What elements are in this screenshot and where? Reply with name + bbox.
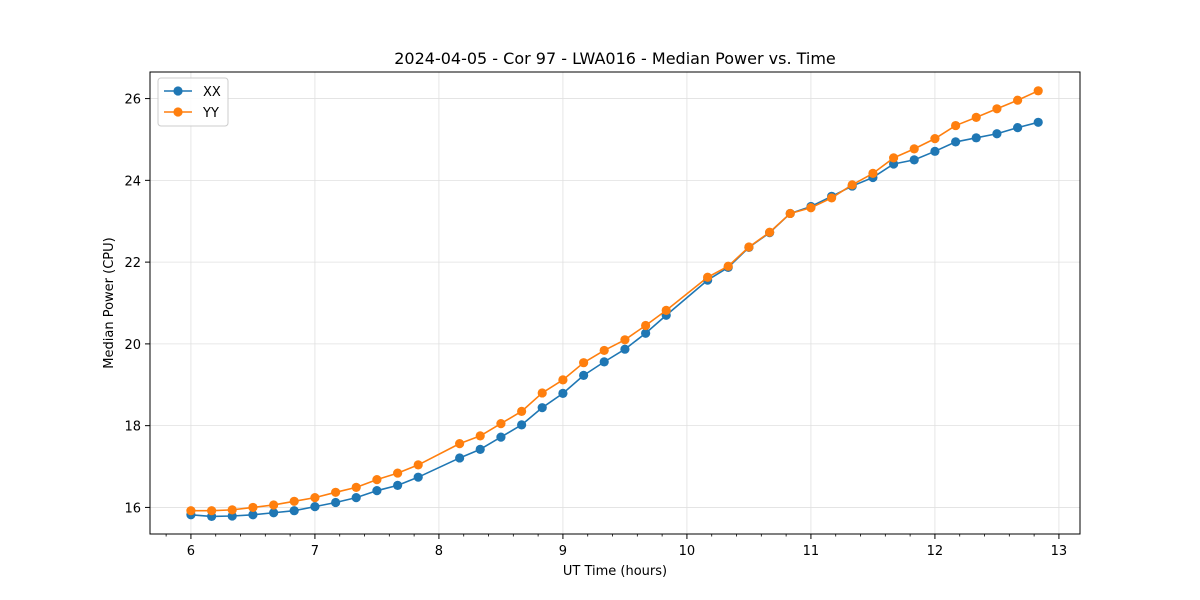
data-point-xx bbox=[537, 403, 547, 413]
data-point-xx bbox=[1033, 117, 1043, 127]
data-point-xx bbox=[351, 493, 361, 503]
data-point-yy bbox=[951, 120, 961, 131]
data-point-yy bbox=[558, 375, 568, 385]
data-point-yy bbox=[827, 193, 837, 203]
data-point-xx bbox=[248, 510, 258, 520]
x-tick-label: 8 bbox=[435, 544, 443, 559]
data-point-yy bbox=[207, 506, 217, 516]
series-line-xx bbox=[190, 121, 1039, 518]
data-point-yy bbox=[1033, 86, 1043, 96]
data-point-yy bbox=[475, 431, 485, 441]
data-point-xx bbox=[992, 129, 1002, 139]
data-point-xx bbox=[310, 502, 320, 512]
data-point-xx bbox=[393, 480, 403, 490]
x-tick-label: 10 bbox=[679, 544, 696, 559]
data-point-yy bbox=[723, 261, 733, 271]
x-tick-label: 13 bbox=[1051, 544, 1068, 559]
data-point-yy bbox=[310, 493, 320, 503]
axis-ticks: 6 7 8 9 10 11 12 13 16 18 20 22 24 26 bbox=[124, 93, 1067, 559]
data-point-yy bbox=[289, 496, 299, 506]
x-axis-label: UT Time (hours) bbox=[563, 564, 667, 579]
data-point-yy bbox=[186, 506, 196, 516]
data-point-yy bbox=[248, 502, 258, 513]
data-point-xx bbox=[620, 344, 630, 354]
x-tick-label: 9 bbox=[559, 544, 567, 559]
data-point-yy bbox=[806, 203, 816, 213]
x-tick-label: 6 bbox=[187, 544, 195, 559]
data-point-yy bbox=[269, 500, 279, 510]
data-point-xx bbox=[641, 328, 651, 338]
legend-label-xx: XX bbox=[203, 85, 221, 100]
data-point-yy bbox=[971, 112, 981, 122]
data-point-xx bbox=[372, 486, 382, 496]
data-point-xx bbox=[930, 146, 940, 156]
data-point-yy bbox=[496, 419, 506, 429]
data-point-yy bbox=[579, 358, 589, 368]
legend-marker-xx bbox=[173, 86, 183, 96]
x-tick-label: 12 bbox=[927, 544, 944, 559]
data-point-xx bbox=[413, 472, 423, 482]
data-point-yy bbox=[455, 439, 465, 449]
data-point-yy bbox=[599, 345, 609, 356]
data-point-yy bbox=[227, 505, 237, 515]
data-point-yy bbox=[765, 227, 775, 237]
data-point-yy bbox=[641, 320, 651, 331]
y-axis-label: Median Power (CPU) bbox=[102, 237, 117, 368]
data-point-yy bbox=[909, 144, 919, 154]
data-point-yy bbox=[331, 487, 341, 497]
series-group bbox=[186, 86, 1043, 522]
data-point-xx bbox=[517, 420, 527, 430]
data-point-yy bbox=[372, 475, 382, 485]
data-point-yy bbox=[1013, 95, 1023, 105]
data-point-yy bbox=[661, 305, 671, 315]
data-point-yy bbox=[889, 153, 899, 163]
legend-label-yy: YY bbox=[202, 106, 219, 121]
data-point-yy bbox=[537, 388, 547, 398]
data-point-yy bbox=[393, 468, 403, 478]
series-yy bbox=[186, 86, 1043, 516]
data-point-xx bbox=[269, 508, 279, 518]
data-point-yy bbox=[868, 168, 878, 178]
data-point-yy bbox=[413, 460, 423, 470]
data-point-xx bbox=[455, 453, 465, 463]
data-point-xx bbox=[496, 432, 506, 442]
legend-marker-yy bbox=[173, 107, 183, 117]
data-point-xx bbox=[331, 497, 341, 508]
data-point-yy bbox=[351, 482, 361, 492]
data-point-xx bbox=[1013, 123, 1023, 133]
data-point-yy bbox=[930, 134, 940, 144]
data-point-xx bbox=[289, 506, 299, 516]
data-point-xx bbox=[475, 444, 485, 454]
data-point-xx bbox=[909, 155, 919, 165]
y-tick-label: 20 bbox=[124, 338, 141, 353]
data-point-xx bbox=[558, 388, 568, 398]
x-tick-label: 7 bbox=[311, 544, 319, 559]
grid bbox=[150, 72, 1080, 534]
data-point-yy bbox=[847, 180, 857, 190]
data-point-xx bbox=[599, 357, 609, 367]
data-point-yy bbox=[620, 335, 630, 345]
series-line-yy bbox=[190, 90, 1039, 512]
plot-frame bbox=[149, 71, 1081, 535]
y-tick-label: 18 bbox=[124, 420, 141, 435]
x-tick-label: 11 bbox=[803, 544, 820, 559]
data-point-yy bbox=[517, 406, 527, 416]
data-point-xx bbox=[579, 370, 589, 380]
data-point-yy bbox=[703, 272, 713, 282]
data-point-yy bbox=[785, 208, 795, 219]
y-tick-label: 22 bbox=[124, 256, 141, 271]
data-point-yy bbox=[992, 104, 1002, 114]
data-point-xx bbox=[971, 133, 981, 143]
chart-title: 2024-04-05 - Cor 97 - LWA016 - Median Po… bbox=[394, 49, 836, 68]
data-point-xx bbox=[951, 137, 961, 147]
legend: XX YY bbox=[157, 77, 229, 127]
y-tick-label: 26 bbox=[124, 93, 141, 108]
y-tick-label: 24 bbox=[124, 174, 141, 189]
y-tick-label: 16 bbox=[124, 501, 141, 516]
data-point-yy bbox=[744, 242, 754, 252]
